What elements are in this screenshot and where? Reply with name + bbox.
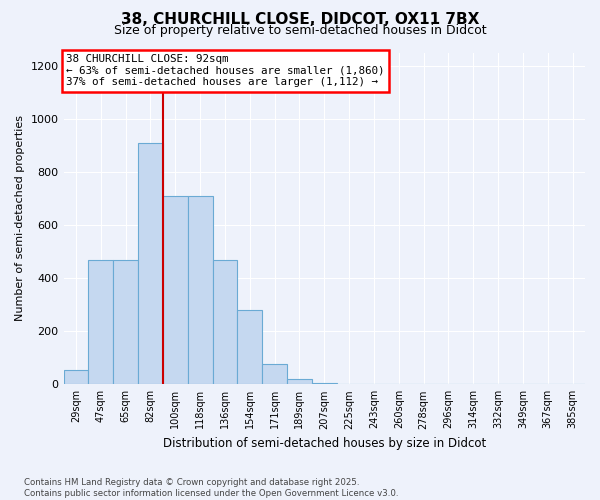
Text: 38 CHURCHILL CLOSE: 92sqm
← 63% of semi-detached houses are smaller (1,860)
37% : 38 CHURCHILL CLOSE: 92sqm ← 63% of semi-… [66,54,385,88]
X-axis label: Distribution of semi-detached houses by size in Didcot: Distribution of semi-detached houses by … [163,437,486,450]
Text: Contains HM Land Registry data © Crown copyright and database right 2025.
Contai: Contains HM Land Registry data © Crown c… [24,478,398,498]
Bar [312,383,337,384]
Text: Size of property relative to semi-detached houses in Didcot: Size of property relative to semi-detach… [113,24,487,37]
Bar [212,260,238,384]
Bar [64,370,88,384]
Bar [138,143,163,384]
Text: 38, CHURCHILL CLOSE, DIDCOT, OX11 7BX: 38, CHURCHILL CLOSE, DIDCOT, OX11 7BX [121,12,479,28]
Bar [262,364,287,384]
Bar [287,379,312,384]
Bar [188,196,212,384]
Bar [88,260,113,384]
Y-axis label: Number of semi-detached properties: Number of semi-detached properties [15,116,25,322]
Bar [238,310,262,384]
Bar [163,196,188,384]
Bar [113,260,138,384]
